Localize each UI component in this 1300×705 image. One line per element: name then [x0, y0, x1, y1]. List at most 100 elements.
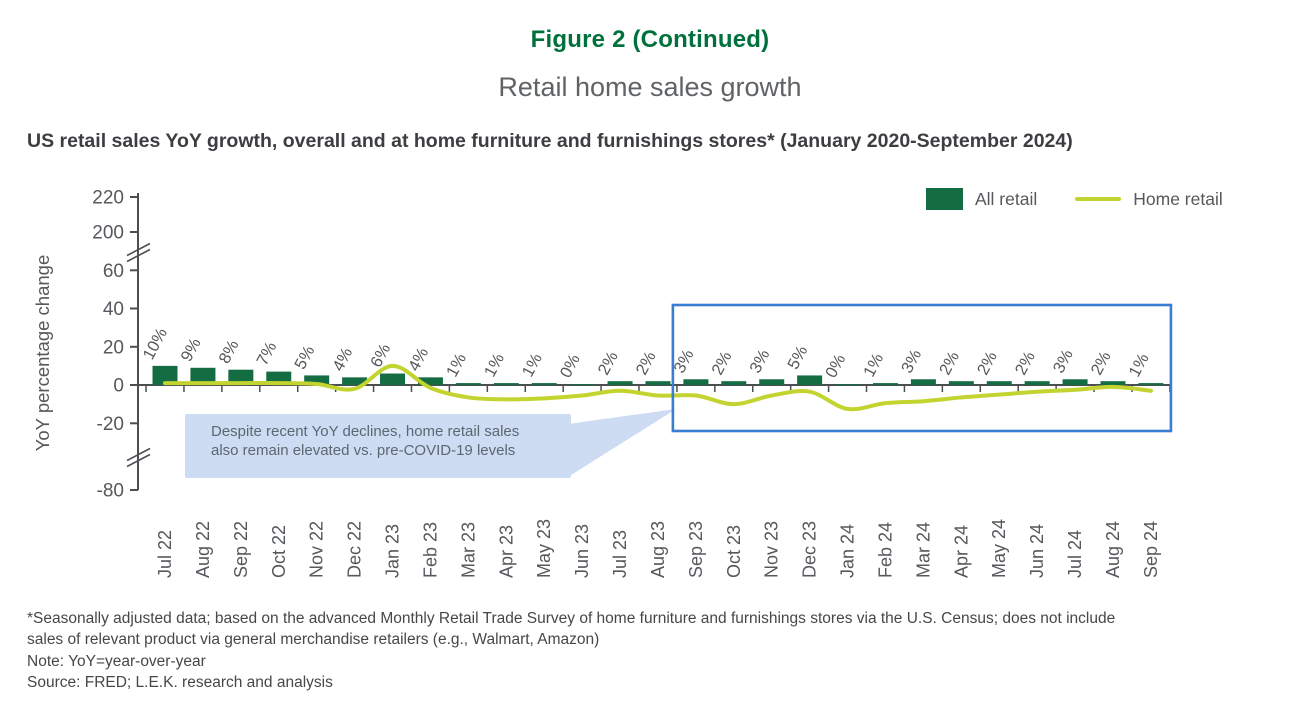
- bar-value-label: 1%: [519, 350, 546, 380]
- x-axis-label: Jun 23: [572, 524, 592, 578]
- all-retail-bar: [304, 375, 330, 385]
- bar-value-label: 3%: [1050, 346, 1077, 376]
- x-axis-label: Sep 24: [1141, 521, 1161, 578]
- bar-value-label: 2%: [633, 348, 660, 378]
- bar-value-label: 3%: [671, 346, 698, 376]
- all-retail-bar: [531, 383, 557, 385]
- chart-heading: US retail sales YoY growth, overall and …: [27, 130, 1073, 152]
- y-axis-tick-label: 60: [103, 261, 124, 282]
- bar-value-label: 7%: [253, 339, 280, 369]
- axis-break-mark: [126, 453, 151, 468]
- bar-value-label: 3%: [898, 346, 925, 376]
- bar-value-label: 10%: [140, 325, 172, 363]
- bar-value-label: 1%: [481, 350, 508, 380]
- x-axis-label: Jul 22: [155, 530, 175, 578]
- all-retail-bar: [835, 384, 861, 385]
- footnotes: *Seasonally adjusted data; based on the …: [27, 608, 1283, 694]
- bar-value-label: 1%: [443, 350, 470, 380]
- x-axis-label: May 24: [989, 519, 1009, 578]
- all-retail-bar: [872, 383, 898, 385]
- all-retail-bar: [645, 381, 671, 385]
- bar-value-label: 3%: [746, 346, 773, 376]
- x-axis-label: Dec 23: [800, 521, 820, 578]
- all-retail-bar: [493, 383, 519, 385]
- all-retail-bar: [417, 377, 443, 385]
- y-axis-tick-label: 40: [103, 299, 124, 320]
- all-retail-bar: [948, 381, 974, 385]
- bar-value-label: 2%: [708, 348, 735, 378]
- x-axis-label: Apr 24: [951, 525, 971, 578]
- figure-subtitle: Retail home sales growth: [498, 72, 802, 102]
- bar-value-label: 2%: [974, 348, 1001, 378]
- all-retail-bar: [380, 373, 406, 385]
- y-axis-tick-label: 20: [103, 337, 124, 358]
- footnote-note: Note: YoY=year-over-year: [27, 652, 206, 670]
- bar-value-label: 2%: [595, 348, 622, 378]
- all-retail-bar: [1024, 381, 1050, 385]
- axis-break-mark: [126, 242, 151, 257]
- x-axis-label: Feb 23: [420, 522, 440, 578]
- legend: All retail Home retail: [926, 188, 1223, 210]
- callout-pointer: [568, 409, 676, 477]
- all-retail-bar: [569, 384, 595, 385]
- highlight-box: [671, 303, 1173, 433]
- legend-label-home-retail: Home retail: [1133, 188, 1223, 209]
- x-axis-label: Nov 22: [307, 521, 327, 578]
- bar-value-label: 1%: [1126, 350, 1153, 380]
- all-retail-bar: [721, 381, 747, 385]
- all-retail-bar: [759, 379, 785, 385]
- all-retail-bar: [190, 367, 216, 385]
- all-retail-bar: [607, 381, 633, 385]
- y-axis-tick-label: -20: [97, 414, 124, 435]
- x-axis-label: Jul 24: [1065, 530, 1085, 578]
- callout-text-line1: Despite recent YoY declines, home retail…: [211, 423, 520, 440]
- x-axis-label: Jun 24: [1027, 524, 1047, 578]
- bar-value-label: 0%: [822, 351, 849, 381]
- y-axis-title: YoY percentage change: [32, 254, 53, 452]
- footnote-source: Source: FRED; L.E.K. research and analys…: [27, 674, 333, 692]
- bar-value-label: 5%: [291, 343, 318, 373]
- all-retail-bar: [986, 381, 1012, 385]
- x-axis-label: Aug 23: [648, 521, 668, 578]
- all-retail-bar: [1100, 381, 1126, 385]
- bar-value-label: 0%: [557, 351, 584, 381]
- x-axis-label: Oct 23: [724, 525, 744, 578]
- all-retail-bar: [152, 365, 178, 385]
- axis-break-mark: [126, 248, 151, 263]
- all-retail-bar: [797, 375, 823, 385]
- bar-value-label: 2%: [936, 348, 963, 378]
- y-axis-tick-label: -80: [97, 481, 124, 502]
- x-axis-label: Mar 24: [913, 522, 933, 578]
- all-retail-bar: [455, 383, 481, 385]
- x-axis-label: Oct 22: [269, 525, 289, 578]
- bar-value-label: 9%: [178, 335, 205, 365]
- home-retail-line: [163, 363, 1153, 412]
- x-axis-label: Apr 23: [496, 525, 516, 578]
- footnote-line: sales of relevant product via general me…: [27, 631, 600, 649]
- x-axis-label: May 23: [534, 519, 554, 578]
- x-axis-label: Jan 23: [383, 524, 403, 578]
- all-retail-bar: [683, 379, 709, 385]
- x-axis-label: Nov 23: [762, 521, 782, 578]
- bar-value-label: 2%: [1012, 348, 1039, 378]
- callout-box: Despite recent YoY declines, home retail…: [185, 414, 571, 478]
- bar-value-label: 8%: [215, 337, 242, 367]
- x-axis-label: Jan 24: [838, 524, 858, 578]
- axis-break-mark: [126, 447, 151, 462]
- all-retail-bar: [910, 379, 936, 385]
- x-axis-label: Aug 24: [1103, 521, 1123, 578]
- figure-title: Figure 2 (Continued): [530, 26, 770, 53]
- x-axis-label: Aug 22: [193, 521, 213, 578]
- x-axis-label: Jul 23: [610, 530, 630, 578]
- all-retail-bar: [1138, 383, 1164, 385]
- x-axis-label: Mar 23: [458, 522, 478, 578]
- footnote-line: *Seasonally adjusted data; based on the …: [27, 610, 1116, 627]
- x-axis-label: Sep 22: [231, 521, 251, 578]
- bar-value-label: 4%: [405, 344, 432, 374]
- legend-label-all-retail: All retail: [975, 188, 1038, 209]
- y-axis-tick-label: 200: [92, 223, 124, 244]
- bar-value-label: 1%: [860, 350, 887, 380]
- y-axis-tick-label: 0: [113, 376, 124, 397]
